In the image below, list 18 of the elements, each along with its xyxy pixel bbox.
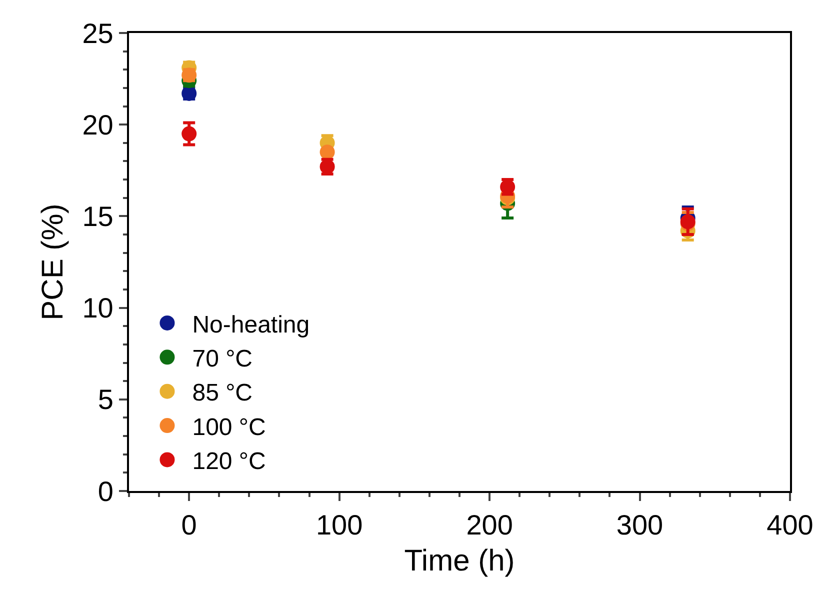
y-tick-label: 15 <box>82 201 114 232</box>
legend-label: No-heating <box>192 311 310 338</box>
y-tick-label: 5 <box>98 384 114 416</box>
x-tick-label: 300 <box>616 510 664 541</box>
y-tick-label: 20 <box>82 109 114 140</box>
x-axis-title: Time (h) <box>404 544 515 578</box>
legend-label: 85 °C <box>192 380 253 407</box>
legend-label: 100 °C <box>192 414 266 441</box>
y-tick-label: 25 <box>82 18 114 49</box>
x-tick-label: 100 <box>316 510 363 541</box>
x-tick-label: 400 <box>766 510 814 541</box>
y-tick-label: 0 <box>98 476 114 507</box>
x-tick-label: 0 <box>181 510 197 541</box>
y-axis-title: PCE (%) <box>36 204 70 320</box>
legend-label: 120 °C <box>192 448 266 476</box>
legend-label: 70 °C <box>192 346 253 372</box>
x-tick-label: 200 <box>466 510 513 541</box>
y-tick-label: 10 <box>82 292 114 324</box>
